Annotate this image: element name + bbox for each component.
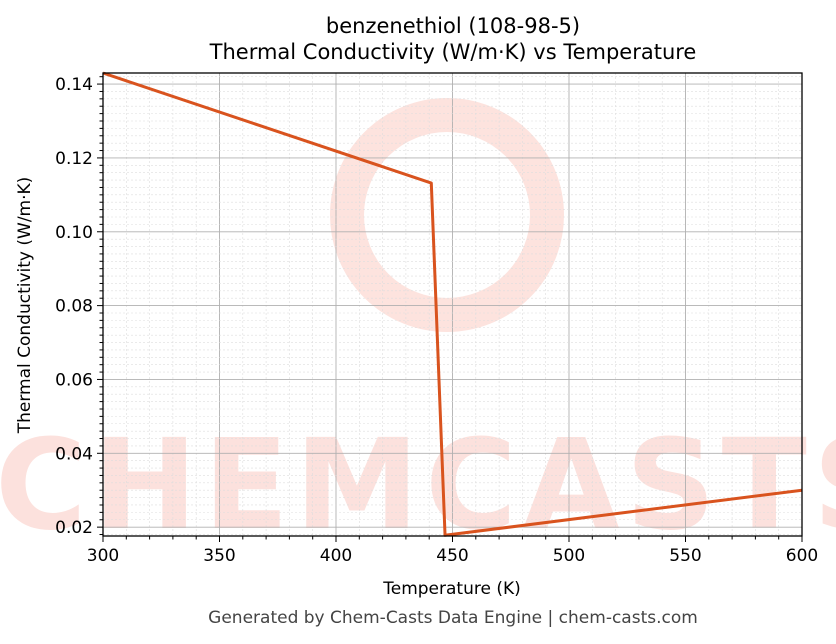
y-tick-label: 0.06 — [55, 370, 93, 390]
x-tick-label: 350 — [203, 546, 235, 566]
x-tick-label: 500 — [553, 546, 585, 566]
x-axis-label: Temperature (K) — [382, 579, 521, 599]
watermark-text: CHEMCASTS — [0, 413, 836, 558]
chart-subtitle: Thermal Conductivity (W/m·K) vs Temperat… — [209, 40, 697, 64]
y-tick-label: 0.12 — [55, 149, 93, 169]
series-line — [102, 71, 803, 537]
x-tick-label: 300 — [87, 546, 119, 566]
y-tick-label: 0.04 — [55, 444, 93, 464]
chart-title: benzenethiol (108-98-5) — [325, 14, 581, 38]
y-tick-label: 0.08 — [55, 297, 93, 317]
y-tick-label: 0.10 — [55, 223, 93, 243]
y-axis-label: Thermal Conductivity (W/m·K) — [15, 177, 35, 435]
y-tick-label: 0.02 — [55, 518, 93, 538]
x-tick-label: 450 — [436, 546, 468, 566]
x-tick-label: 600 — [786, 546, 818, 566]
watermark: CHEMCASTS — [0, 98, 836, 558]
y-tick-label: 0.14 — [55, 75, 93, 95]
footer: Generated by Chem-Casts Data Engine | ch… — [208, 608, 698, 628]
x-tick-label: 400 — [320, 546, 352, 566]
x-tick-label: 550 — [669, 546, 701, 566]
